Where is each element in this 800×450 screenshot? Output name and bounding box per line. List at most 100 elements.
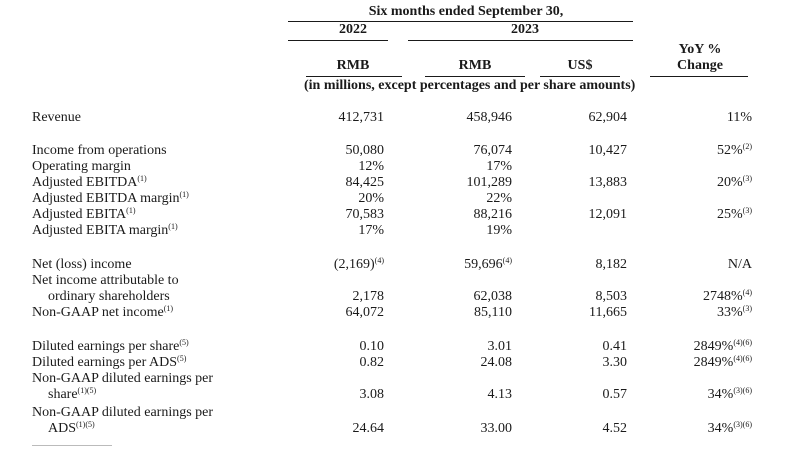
value-yoy-change: 2849%(4)(6) <box>694 339 752 355</box>
value-usd: 0.57 <box>603 387 628 403</box>
value-yoy-change-text: 2849% <box>693 355 734 370</box>
row-label-footnote: (1)(5) <box>77 386 97 395</box>
row-label-text: Non-GAAP net income <box>32 305 164 320</box>
value-2022: 20% <box>358 191 384 207</box>
value-2022: (2,169)(4) <box>334 257 384 273</box>
value-yoy-change-text: 34% <box>707 387 734 402</box>
year-2022-underline <box>288 40 388 41</box>
value-2022: 24.64 <box>353 421 385 437</box>
value-usd-text: 4.52 <box>602 421 628 436</box>
value-2022-text: 20% <box>358 191 384 206</box>
value-2022: 0.10 <box>360 339 385 355</box>
value-2022-text: 0.10 <box>359 339 385 354</box>
row-label-text: Adjusted EBITDA margin <box>32 191 180 206</box>
value-2022: 84,425 <box>346 175 385 191</box>
value-2023-footnote: (4) <box>502 256 512 265</box>
row-label-footnote: (1) <box>163 304 174 313</box>
row-label-text: Revenue <box>32 110 81 125</box>
value-2022: 2,178 <box>353 289 385 305</box>
value-yoy-change-footnote: (3) <box>742 206 752 215</box>
row-label: Diluted earnings per ADS(5) <box>32 355 186 371</box>
value-2023: 24.08 <box>481 355 513 371</box>
value-usd-text: 12,091 <box>588 207 628 222</box>
value-2022: 70,583 <box>346 207 385 223</box>
value-usd: 8,503 <box>596 289 628 305</box>
value-yoy-change: 2849%(4)(6) <box>694 355 752 371</box>
row-label: Operating margin <box>32 159 131 175</box>
value-usd: 8,182 <box>596 257 628 273</box>
value-2023: 76,074 <box>474 143 513 159</box>
units-note: (in millions, except percentages and per… <box>304 78 636 93</box>
value-2023-text: 19% <box>486 223 512 238</box>
value-usd-text: 11,665 <box>589 305 627 320</box>
value-yoy-change-footnote: (3) <box>742 174 752 183</box>
value-2023: 88,216 <box>474 207 513 223</box>
yoy-header-line1: YoY % <box>678 42 722 57</box>
currency-usd-header: US$ <box>567 58 593 73</box>
value-2023-text: 4.13 <box>487 387 513 402</box>
year-2023-header: 2023 <box>511 22 539 37</box>
value-yoy-change-text: 2748% <box>703 289 743 304</box>
value-2022-text: 84,425 <box>345 175 385 190</box>
currency-2022-underline <box>306 76 402 77</box>
value-yoy-change: N/A <box>728 257 752 273</box>
value-usd: 12,091 <box>589 207 628 223</box>
value-2023-text: 62,038 <box>473 289 513 304</box>
value-usd-text: 8,182 <box>595 257 628 272</box>
value-2023-text: 85,110 <box>474 305 512 320</box>
value-yoy-change-footnote: (3)(6) <box>733 386 752 395</box>
value-yoy-change: 34%(3)(6) <box>708 421 752 437</box>
value-2023-text: 76,074 <box>473 143 513 158</box>
value-yoy-change-text: 33% <box>717 305 743 320</box>
value-yoy-change-footnote: (3)(6) <box>733 420 752 429</box>
value-2022: 64,072 <box>346 305 385 321</box>
value-usd: 62,904 <box>589 110 628 126</box>
value-yoy-change: 11% <box>727 110 752 126</box>
row-label: ADS(1)(5) <box>48 421 95 437</box>
value-2023-text: 88,216 <box>473 207 513 222</box>
value-2022: 17% <box>358 223 384 239</box>
row-label-footnote: (1) <box>137 174 147 183</box>
period-title-underline <box>288 21 633 22</box>
value-2023: 62,038 <box>474 289 513 305</box>
value-2022-footnote: (4) <box>374 256 384 265</box>
value-yoy-change-footnote: (2) <box>742 142 752 151</box>
row-label-text: Adjusted EBITDA <box>32 175 138 190</box>
row-label-text: Diluted earnings per ADS <box>32 355 178 370</box>
row-label-text: Adjusted EBITA margin <box>32 223 169 238</box>
value-usd: 11,665 <box>589 305 627 321</box>
period-title: Six months ended September 30, <box>368 4 564 19</box>
row-label: Adjusted EBITA(1) <box>32 207 135 223</box>
row-label-text: ADS <box>48 421 77 436</box>
value-yoy-change: 33%(3) <box>717 305 752 321</box>
row-label-text: share <box>48 387 78 402</box>
currency-2022-header: RMB <box>336 58 370 73</box>
row-label: share(1)(5) <box>48 387 96 403</box>
row-label: Adjusted EBITA margin(1) <box>32 223 178 239</box>
yoy-underline <box>650 76 748 77</box>
row-label: Revenue <box>32 110 81 126</box>
yoy-header-line2: Change <box>677 58 723 73</box>
row-label: Net (loss) income <box>32 257 132 273</box>
row-label: ordinary shareholders <box>48 289 170 305</box>
value-usd-text: 62,904 <box>588 110 628 125</box>
value-yoy-change: 25%(3) <box>717 207 752 223</box>
value-yoy-change: 34%(3)(6) <box>708 387 752 403</box>
currency-2023-underline <box>425 76 525 77</box>
row-label-footnote: (1) <box>126 206 136 215</box>
value-2023-text: 22% <box>486 191 512 206</box>
value-2023: 33.00 <box>481 421 513 437</box>
value-2022: 412,731 <box>339 110 385 126</box>
year-2022-header: 2022 <box>339 22 367 37</box>
value-2022-text: 2,178 <box>352 289 385 304</box>
value-2023-text: 59,696 <box>464 257 503 272</box>
row-label: Income from operations <box>32 143 167 159</box>
value-2023-text: 3.01 <box>487 339 513 354</box>
row-label-text: ordinary shareholders <box>48 289 170 304</box>
row-label: Adjusted EBITDA(1) <box>32 175 147 191</box>
value-usd: 13,883 <box>589 175 628 191</box>
value-usd-text: 0.41 <box>602 339 628 354</box>
value-yoy-change-text: 11% <box>726 110 752 125</box>
currency-usd-underline <box>540 76 620 77</box>
currency-2023-header: RMB <box>458 58 492 73</box>
